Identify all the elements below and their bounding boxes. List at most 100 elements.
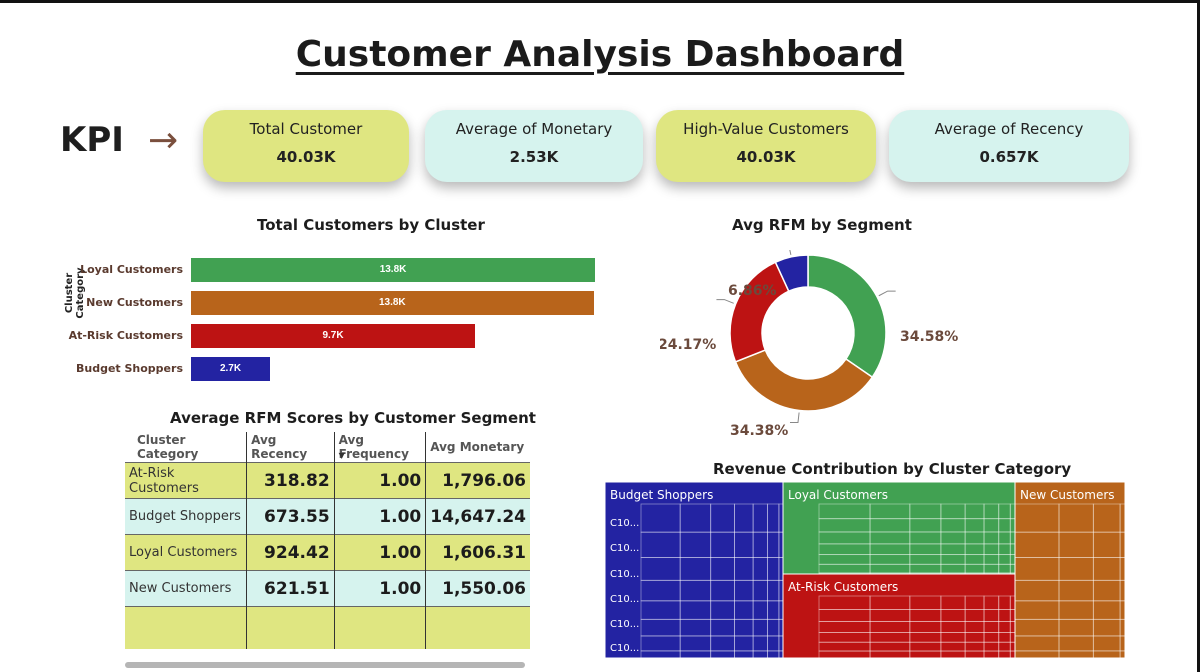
treemap-tile[interactable]	[710, 635, 735, 652]
treemap-tile[interactable]	[1009, 650, 1016, 658]
treemap-tile[interactable]	[734, 503, 754, 533]
treemap-tile[interactable]	[998, 621, 1011, 633]
treemap-tile[interactable]	[964, 554, 985, 565]
treemap-tile[interactable]	[1058, 635, 1094, 652]
treemap-block-at-risk-customers[interactable]	[782, 573, 1016, 658]
donut-slice[interactable]	[734, 349, 874, 412]
treemap-tile[interactable]	[752, 635, 769, 652]
treemap-tile[interactable]	[1009, 609, 1016, 622]
treemap-tile[interactable]	[818, 650, 871, 658]
table-row[interactable]: Budget Shoppers 673.55 1.00 14,647.24	[125, 498, 530, 535]
treemap-tile[interactable]	[1092, 531, 1121, 558]
kpi-card-high-value-customers[interactable]: High-Value Customers 40.03K	[656, 110, 876, 182]
treemap-tile[interactable]	[940, 503, 966, 520]
donut-slice[interactable]	[729, 261, 790, 363]
treemap-tile[interactable]	[1058, 579, 1094, 602]
treemap-tile[interactable]	[909, 621, 942, 633]
treemap-tile[interactable]	[940, 518, 966, 533]
treemap-tile[interactable]	[818, 518, 871, 533]
treemap-chart[interactable]: Budget Shoppers Loyal Customers New Cust…	[605, 482, 1125, 658]
treemap-tile[interactable]	[964, 621, 985, 633]
treemap-tile[interactable]	[1014, 557, 1060, 581]
treemap-tile[interactable]	[909, 518, 942, 533]
treemap-tile[interactable]	[767, 503, 780, 533]
treemap-tile[interactable]	[998, 518, 1011, 533]
treemap-tile[interactable]	[869, 621, 911, 633]
treemap-tile[interactable]	[869, 518, 911, 533]
treemap-tile[interactable]	[640, 600, 681, 620]
treemap-tile[interactable]	[983, 595, 1000, 610]
treemap-tile[interactable]	[869, 609, 911, 622]
treemap-tile[interactable]	[1009, 632, 1016, 643]
treemap-tile[interactable]	[909, 543, 942, 556]
treemap-tile[interactable]	[964, 518, 985, 533]
treemap-tile[interactable]	[679, 557, 712, 581]
treemap-tile[interactable]	[710, 618, 735, 637]
treemap-tile[interactable]	[640, 557, 681, 581]
treemap-tile[interactable]	[998, 632, 1011, 643]
treemap-tile[interactable]	[752, 579, 769, 602]
treemap-tile[interactable]	[983, 503, 1000, 520]
kpi-card-average-monetary[interactable]: Average of Monetary 2.53K	[425, 110, 643, 182]
treemap-tile[interactable]	[909, 554, 942, 565]
table-row[interactable]: New Customers 621.51 1.00 1,550.06	[125, 570, 530, 607]
treemap-tile[interactable]	[734, 557, 754, 581]
treemap-tile[interactable]	[983, 632, 1000, 643]
treemap-tile[interactable]	[1009, 641, 1016, 652]
treemap-tile[interactable]	[679, 579, 712, 602]
treemap-tile[interactable]	[1092, 635, 1121, 652]
treemap-tile[interactable]	[964, 595, 985, 610]
treemap-tile[interactable]	[998, 595, 1011, 610]
treemap-tile[interactable]	[710, 600, 735, 620]
kpi-card-total-customer[interactable]: Total Customer 40.03K	[203, 110, 409, 182]
treemap-tile[interactable]	[752, 531, 769, 558]
treemap-tile[interactable]	[940, 531, 966, 545]
treemap-tile[interactable]	[964, 543, 985, 556]
treemap-tile[interactable]	[909, 531, 942, 545]
treemap-tile[interactable]	[909, 632, 942, 643]
treemap-tile[interactable]	[734, 635, 754, 652]
treemap-tile[interactable]	[983, 543, 1000, 556]
treemap-tile[interactable]	[964, 641, 985, 652]
treemap-tile[interactable]	[940, 543, 966, 556]
treemap-tile[interactable]	[998, 563, 1011, 574]
treemap-tile[interactable]	[767, 600, 780, 620]
treemap-tile[interactable]	[640, 503, 681, 533]
treemap-tile[interactable]	[1092, 557, 1121, 581]
treemap-tile[interactable]	[998, 650, 1011, 658]
treemap-tile[interactable]	[752, 618, 769, 637]
treemap-tile[interactable]	[998, 531, 1011, 545]
bar[interactable]	[191, 291, 594, 315]
table-row[interactable]: Loyal Customers 924.42 1.00 1,606.31	[125, 534, 530, 571]
bar[interactable]	[191, 357, 271, 381]
treemap-tile[interactable]	[964, 503, 985, 520]
treemap-tile[interactable]	[710, 503, 735, 533]
treemap-tile[interactable]	[983, 641, 1000, 652]
rfm-table[interactable]: Cluster Category Avg Recency Avg Frequen…	[125, 432, 530, 649]
treemap-tile[interactable]	[734, 600, 754, 620]
column-header-avg-frequency[interactable]: Avg Frequency ▼	[333, 432, 426, 463]
treemap-tile[interactable]	[940, 641, 966, 652]
treemap-tile[interactable]	[734, 618, 754, 637]
treemap-tile[interactable]	[818, 595, 871, 610]
treemap-tile[interactable]	[818, 621, 871, 633]
treemap-tile[interactable]	[1014, 503, 1060, 533]
treemap-tile[interactable]	[640, 579, 681, 602]
treemap-tile[interactable]	[752, 600, 769, 620]
treemap-tile[interactable]	[710, 531, 735, 558]
treemap-tile[interactable]	[909, 503, 942, 520]
treemap-tile[interactable]	[818, 641, 871, 652]
treemap-tile[interactable]	[1092, 503, 1121, 533]
treemap-tile[interactable]	[818, 531, 871, 545]
treemap-tile[interactable]	[909, 641, 942, 652]
treemap-tile[interactable]	[1009, 595, 1016, 610]
treemap-tile[interactable]	[983, 563, 1000, 574]
treemap-tile[interactable]	[940, 563, 966, 574]
treemap-tile[interactable]	[679, 503, 712, 533]
treemap-tile[interactable]	[869, 543, 911, 556]
treemap-tile[interactable]	[734, 579, 754, 602]
treemap-tile[interactable]	[767, 635, 780, 652]
treemap-tile[interactable]	[869, 503, 911, 520]
bar[interactable]	[191, 258, 596, 282]
treemap-tile[interactable]	[998, 543, 1011, 556]
